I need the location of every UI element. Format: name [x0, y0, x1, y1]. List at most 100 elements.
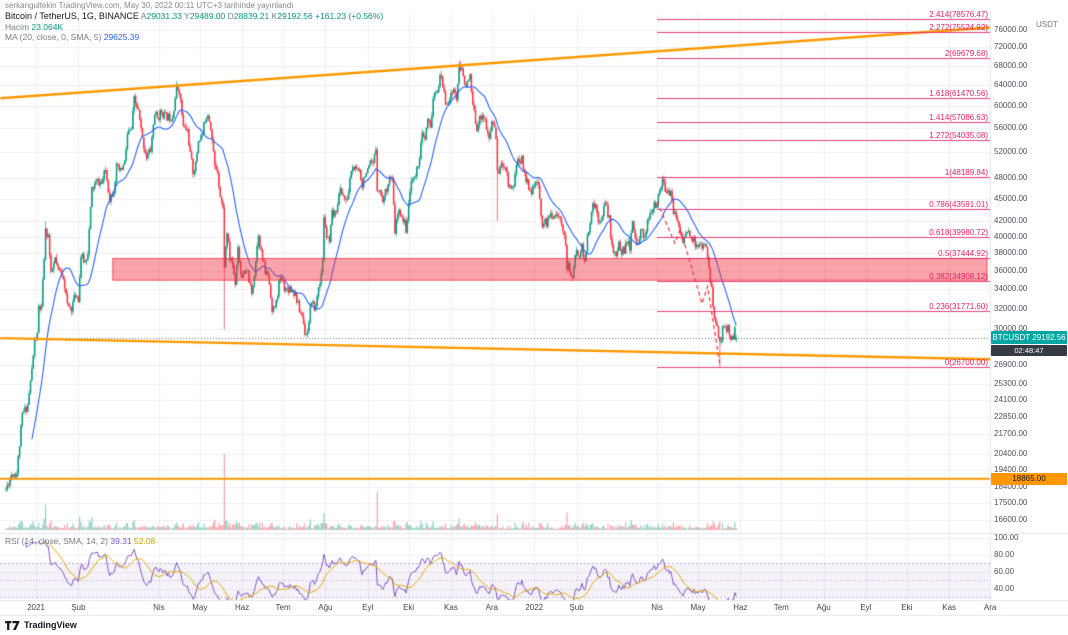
price-axis-label: 76000.00 [994, 24, 1028, 34]
legend-volume-row: Hacim 23.064K [5, 22, 383, 33]
price-axis-label: 22850.00 [994, 412, 1028, 422]
legend-ma-row: MA (20, close, 0, SMA, 5) 29625.39 [5, 32, 383, 43]
legend-main-row: Bitcoin / TetherUS, 1G, BINANCE A29031.3… [5, 11, 383, 22]
rsi-axis-label: 40.00 [994, 584, 1015, 593]
time-axis-label: Kas [942, 603, 957, 612]
price-axis-label: 45000.00 [994, 193, 1028, 203]
price-axis-label: 19400.00 [994, 464, 1028, 474]
time-axis-label: 2021 [27, 603, 45, 612]
price-axis-label: 16600.00 [994, 515, 1028, 525]
time-axis-label: Tem [275, 603, 291, 612]
price-axis-label: 32000.00 [994, 303, 1028, 313]
price-axis-label: 38000.00 [994, 248, 1028, 258]
volume-value: 23.064K [31, 21, 64, 32]
rsi-axis-label: 60.00 [994, 567, 1015, 576]
price-axis-label: 42000.00 [994, 216, 1028, 226]
time-axis-label: Haz [733, 603, 748, 612]
time-axis-label: Eki [901, 603, 913, 612]
time-axis-label: 2022 [525, 603, 544, 612]
price-axis-label: 26900.00 [994, 359, 1028, 369]
time-axis-label: Nis [651, 603, 663, 612]
price-axis-label: 52000.00 [994, 147, 1028, 157]
fib-level-label: 1.618(61470.56) [929, 89, 988, 99]
attribution: serkangultekin TradingView.com, May 30, … [5, 1, 294, 10]
open-value: 29031.33 [146, 11, 182, 21]
rsi-axis-label: 80.00 [994, 550, 1015, 559]
change-value: +161.23 (+0.56%) [315, 11, 384, 21]
ohlc-values: A29031.33 Y29489.00 D28839.21 K29192.56 … [141, 11, 383, 21]
time-axis-label: Şub [71, 603, 86, 612]
last-price-label: BTCUSDT 29192.56 [991, 331, 1067, 345]
price-axis-label: 18400.00 [994, 481, 1028, 491]
symbol-legend[interactable]: Bitcoin / TetherUS, 1G, BINANCE A29031.3… [5, 11, 383, 43]
price-axis-label: 64000.00 [994, 80, 1028, 90]
time-axis-label: Haz [234, 603, 250, 612]
tradingview-logo-icon [5, 620, 20, 630]
time-axis-label: Ağu [816, 603, 831, 612]
price-axis-label: 72000.00 [994, 42, 1028, 52]
time-axis-label: Ara [485, 603, 499, 612]
rsi-ma-value: 52.08 [134, 536, 156, 546]
time-axis-label: Ara [983, 603, 997, 612]
time-axis-label: May [690, 603, 706, 612]
symbol-title: Bitcoin / TetherUS, 1G, BINANCE [5, 11, 139, 21]
fib-level-label: 2.414(78576.47) [929, 10, 988, 20]
rsi-value: 39.31 [110, 536, 132, 546]
fib-level-label: 0(26700.00) [944, 357, 988, 367]
close-value: 29192.56 [277, 11, 313, 21]
time-axis-label: Tem [773, 603, 789, 612]
rsi-axis-label: 100.00 [994, 533, 1019, 542]
high-key: Y [184, 11, 190, 21]
last-price-value: 29192.56 [1032, 333, 1066, 343]
price-axis-label: 34000.00 [994, 284, 1028, 294]
rsi-legend[interactable]: RSI (14, close, SMA, 14, 2) 39.31 52.08 [5, 536, 155, 546]
tradingview-logo[interactable]: TradingView [5, 620, 77, 630]
high-value: 29489.00 [189, 11, 226, 21]
fib-level-label: 0.236(31771.60) [929, 301, 988, 311]
fib-level-label: 0.786(43591.01) [929, 200, 988, 210]
tradingview-logo-text: TradingView [24, 620, 77, 630]
close-key: K [271, 11, 278, 21]
fib-level-label: 2(69679.68) [944, 48, 988, 58]
fib-level-label: 0.618(39980.72) [929, 227, 988, 237]
hline-price-label: 18865.00 [991, 472, 1067, 485]
price-axis-label: 30000.00 [994, 324, 1028, 334]
ma-label: MA (20, close, 0, SMA, 5) [5, 32, 102, 42]
time-axis-label: Nis [153, 603, 165, 612]
price-axis-label: 25300.00 [994, 379, 1028, 389]
last-price-symbol: BTCUSDT [992, 333, 1031, 343]
price-axis-label: 60000.00 [994, 101, 1028, 111]
low-key: D [227, 11, 234, 21]
bar-countdown: 02:48:47 [991, 344, 1067, 356]
price-axis-label: 21700.00 [994, 428, 1028, 438]
price-axis-label: 68000.00 [994, 60, 1028, 70]
time-axis-label: Eki [403, 603, 415, 612]
price-axis-label: 40000.00 [994, 231, 1028, 241]
volume-label: Hacim [5, 21, 30, 32]
time-axis-label: Eyl [860, 603, 872, 612]
fib-level-label: 2.272(75524.92) [929, 23, 988, 33]
price-axis-label: 17500.00 [994, 498, 1028, 508]
price-axis-label: 36000.00 [994, 265, 1028, 275]
low-value: 28839.21 [233, 11, 270, 21]
price-axis-label: 24100.00 [994, 394, 1028, 404]
fib-level-label: 0.5(37444.92) [938, 249, 988, 258]
time-axis-label: Ağu [318, 603, 333, 612]
fib-level-label: 1(48189.84) [944, 167, 988, 177]
ma-value: 29625.39 [103, 32, 140, 42]
open-key: A [140, 11, 147, 21]
fib-level-label: 1.414(57086.63) [929, 113, 988, 123]
price-axis-label: 56000.00 [994, 123, 1028, 133]
scale-currency-label: USDT [1036, 20, 1058, 29]
price-axis-label: 20400.00 [994, 448, 1028, 458]
price-axis-label: 48000.00 [994, 173, 1028, 183]
time-axis-label: May [192, 603, 208, 612]
rsi-label: RSI (14, close, SMA, 14, 2) [5, 536, 108, 546]
fib-level-label: 1.272(54035.08) [929, 130, 988, 140]
time-axis-label: Kas [444, 603, 458, 612]
time-axis-label: Eyl [362, 603, 374, 612]
time-axis-label: Şub [569, 603, 584, 612]
fib-level-label: 0.382(34909.12) [929, 271, 988, 281]
